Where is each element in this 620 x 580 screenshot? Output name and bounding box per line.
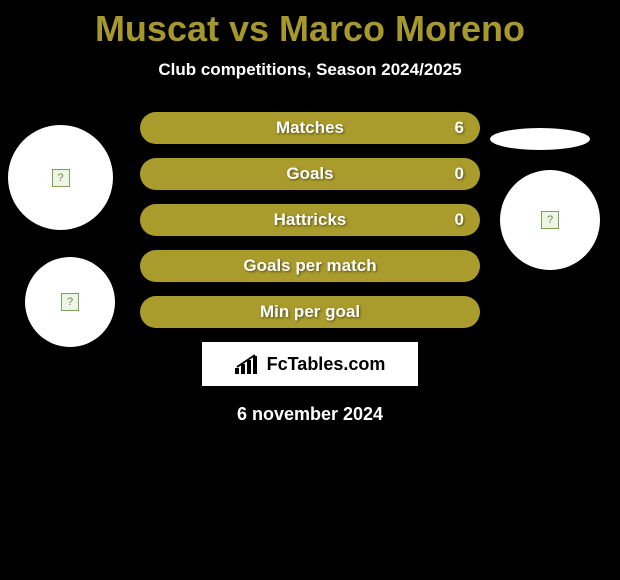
broken-image-icon: ? bbox=[61, 293, 79, 311]
stat-label: Hattricks bbox=[274, 210, 347, 230]
brand-badge: FcTables.com bbox=[202, 342, 418, 386]
stat-label: Goals per match bbox=[243, 256, 376, 276]
decor-circle-top-left: ? bbox=[8, 125, 113, 230]
stat-row: Matches 6 bbox=[140, 112, 480, 144]
subtitle: Club competitions, Season 2024/2025 bbox=[0, 60, 620, 80]
decor-circle-bottom-left: ? bbox=[25, 257, 115, 347]
stat-row: Min per goal bbox=[140, 296, 480, 328]
stat-label: Min per goal bbox=[260, 302, 360, 322]
stat-value: 0 bbox=[455, 210, 464, 230]
date-text: 6 november 2024 bbox=[0, 404, 620, 425]
stat-value: 6 bbox=[455, 118, 464, 138]
stat-row: Hattricks 0 bbox=[140, 204, 480, 236]
decor-circle-right: ? bbox=[500, 170, 600, 270]
broken-image-icon: ? bbox=[541, 211, 559, 229]
stats-container: Matches 6 Goals 0 Hattricks 0 Goals per match M… bbox=[140, 112, 480, 328]
decor-ellipse bbox=[490, 128, 590, 150]
stat-row: Goals 0 bbox=[140, 158, 480, 190]
brand-bars-icon bbox=[235, 354, 261, 374]
stat-label: Matches bbox=[276, 118, 344, 138]
stat-row: Goals per match bbox=[140, 250, 480, 282]
broken-image-icon: ? bbox=[52, 169, 70, 187]
stat-label: Goals bbox=[286, 164, 333, 184]
page-title: Muscat vs Marco Moreno bbox=[0, 0, 620, 50]
stat-value: 0 bbox=[455, 164, 464, 184]
brand-text: FcTables.com bbox=[267, 354, 386, 375]
